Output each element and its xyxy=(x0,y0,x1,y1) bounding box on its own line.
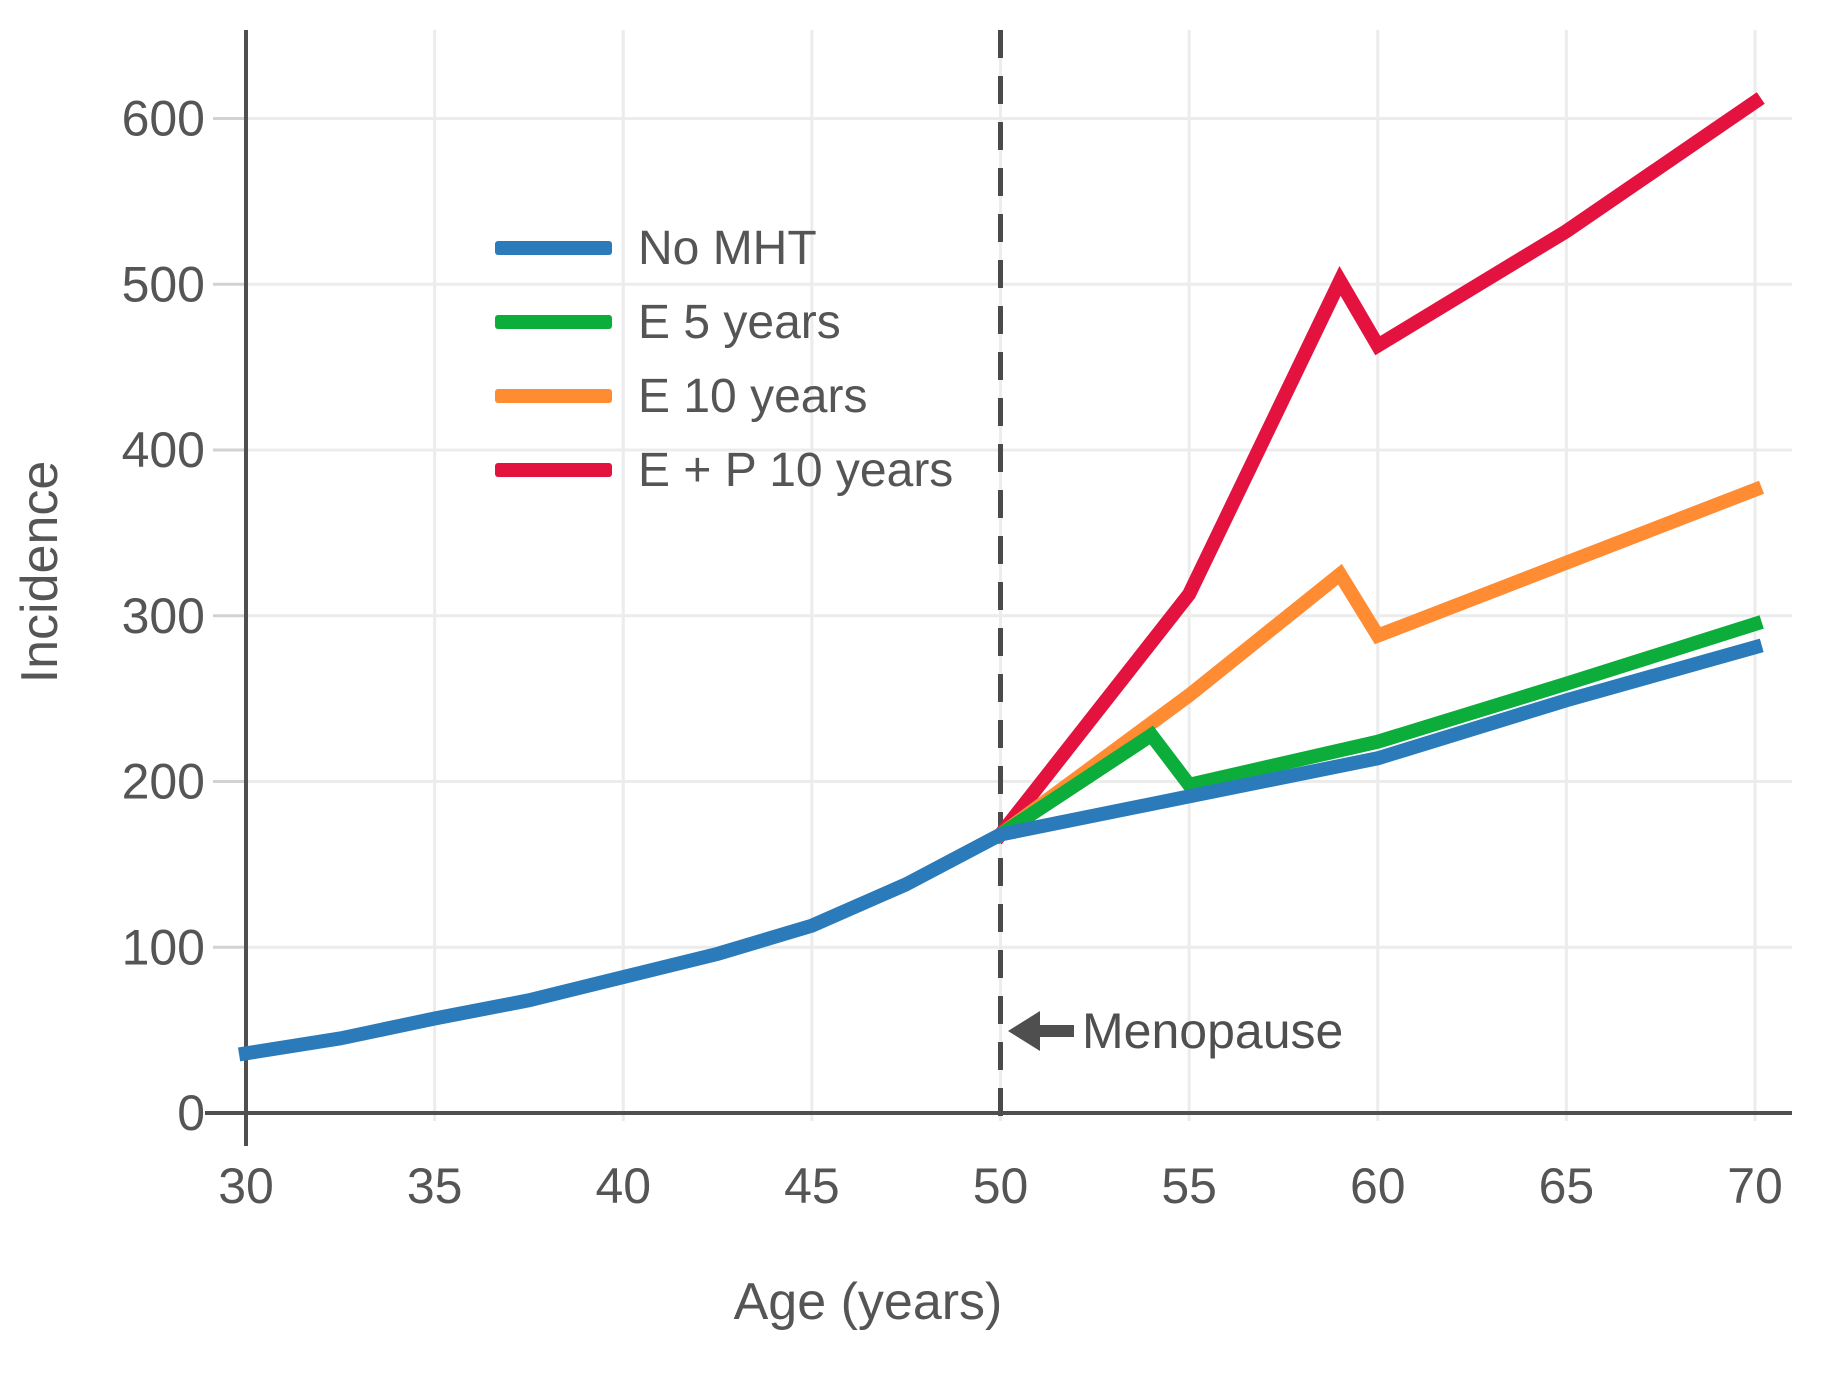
x-tick-label-60: 60 xyxy=(1350,1158,1406,1214)
menopause-annotation: Menopause xyxy=(1008,1002,1343,1060)
legend-swatch-no-mht xyxy=(495,241,612,255)
x-axis-title: Age (years) xyxy=(733,1273,1003,1331)
x-tick-label-30: 30 xyxy=(218,1158,274,1214)
legend-item-e10: E 10 years xyxy=(495,359,953,433)
x-tick-label-70: 70 xyxy=(1727,1158,1783,1214)
series-line-no-mht xyxy=(237,638,1764,1062)
legend: No MHT E 5 years E 10 years E + P 10 yea… xyxy=(495,211,953,507)
menopause-label: Menopause xyxy=(1082,1003,1344,1059)
legend-label-e5: E 5 years xyxy=(638,295,841,349)
legend-swatch-e10 xyxy=(495,389,612,403)
series-line-e-p-10-years xyxy=(990,92,1765,845)
y-tick-label-600: 600 xyxy=(122,91,205,147)
y-axis-title: Incidence xyxy=(11,460,69,684)
series-line-e-5-years xyxy=(990,615,1764,845)
x-tick-label-65: 65 xyxy=(1539,1158,1595,1214)
left-arrow-icon xyxy=(1008,1011,1074,1051)
x-tick-label-45: 45 xyxy=(784,1158,840,1214)
legend-item-e5: E 5 years xyxy=(495,285,953,359)
x-tick-label-35: 35 xyxy=(407,1158,463,1214)
legend-item-no-mht: No MHT xyxy=(495,211,953,285)
legend-item-ep10: E + P 10 years xyxy=(495,433,953,507)
y-tick-label-500: 500 xyxy=(122,256,205,312)
y-tick-label-200: 200 xyxy=(122,754,205,810)
x-tick-label-40: 40 xyxy=(595,1158,651,1214)
series-line-e-10-years xyxy=(990,480,1765,845)
x-tick-label-55: 55 xyxy=(1161,1158,1217,1214)
y-tick-label-100: 100 xyxy=(122,919,205,975)
y-tick-label-400: 400 xyxy=(122,422,205,478)
x-tick-label-50: 50 xyxy=(973,1158,1029,1214)
y-tick-label-300: 300 xyxy=(122,588,205,644)
legend-swatch-ep10 xyxy=(495,463,612,477)
legend-label-e10: E 10 years xyxy=(638,369,868,423)
y-tick-label-0: 0 xyxy=(177,1085,205,1141)
legend-label-no-mht: No MHT xyxy=(638,221,817,275)
legend-label-ep10: E + P 10 years xyxy=(638,443,954,497)
legend-swatch-e5 xyxy=(495,315,612,329)
